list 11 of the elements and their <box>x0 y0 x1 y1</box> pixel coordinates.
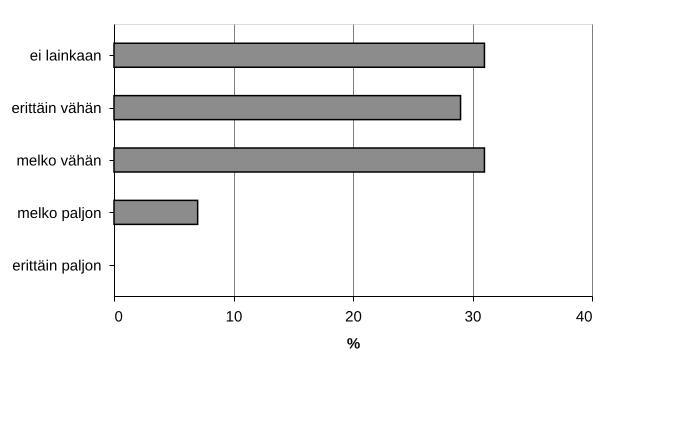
x-tick-label: 10 <box>226 308 242 326</box>
x-tick-label: 30 <box>464 308 482 326</box>
x-tick-label: 20 <box>345 308 362 326</box>
y-tick-label: melko paljon <box>17 204 102 222</box>
x-axis-title: % <box>346 336 360 352</box>
x-tick-label: 40 <box>576 308 592 326</box>
x-tick-label: 0 <box>114 308 123 326</box>
y-tick-label: ei lainkaan <box>30 48 102 65</box>
y-tick-label: melko vähän <box>16 152 102 170</box>
y-tick-label: erittäin vähän <box>11 100 102 118</box>
y-tick-label: erittäin paljon <box>12 257 102 274</box>
